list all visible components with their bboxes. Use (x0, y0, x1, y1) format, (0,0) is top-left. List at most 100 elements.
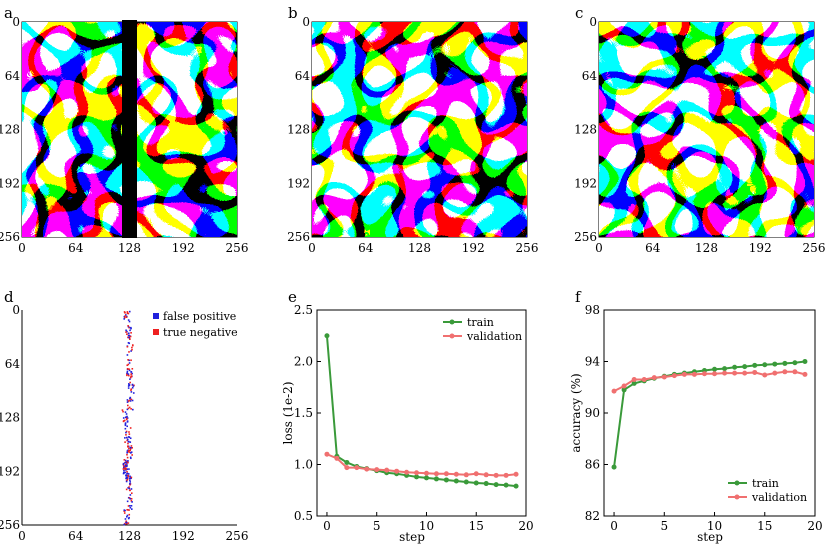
false-positive-pixel (123, 523, 125, 526)
true-negative-pixel (127, 505, 130, 507)
xtick-label-c: 192 (749, 241, 772, 255)
data-point-train (732, 364, 738, 370)
data-point-validation (661, 374, 667, 380)
ytick-label-e: 2.5 (294, 303, 313, 317)
false-positive-pixel (128, 383, 130, 385)
series-line-train (325, 335, 517, 488)
microstructure-image-c (598, 21, 815, 238)
false-positive-pixel (123, 509, 126, 511)
data-point-validation (503, 472, 509, 478)
panel-label-d: d (4, 288, 14, 306)
data-point-validation (641, 377, 647, 383)
true-negative-pixel (122, 420, 125, 423)
true-negative-pixel (123, 459, 126, 461)
data-point-train (752, 362, 758, 368)
false-positive-pixel (128, 477, 131, 480)
false-positive-pixel (129, 329, 131, 332)
legend-label-train: train (467, 316, 494, 329)
true-negative-pixel (131, 447, 134, 449)
false-positive-pixel (132, 392, 135, 394)
ytick-label-c: 256 (574, 230, 597, 244)
false-positive-pixel (125, 314, 127, 316)
false-positive-pixel (125, 477, 127, 480)
series-line-train (613, 360, 806, 468)
false-positive-pixel (128, 336, 130, 339)
true-negative-pixel (127, 374, 130, 377)
false-positive-pixel (129, 441, 132, 443)
true-negative-pixel (126, 311, 129, 313)
data-point-validation (621, 383, 627, 389)
false-positive-pixel (123, 469, 125, 472)
false-positive-pixel (124, 461, 127, 464)
true-negative-pixel (125, 430, 128, 433)
true-negative-pixel (128, 368, 130, 371)
true-negative-pixel (127, 445, 129, 448)
false-positive-pixel (125, 480, 128, 483)
false-positive-pixel (124, 422, 127, 424)
data-point-validation (701, 371, 707, 377)
data-point-validation (344, 465, 350, 471)
legend-marker-train (449, 319, 455, 325)
true-negative-pixel (130, 408, 132, 410)
true-negative-pixel (130, 375, 132, 378)
true-negative-pixel (127, 476, 129, 478)
legend-marker-validation-f (734, 494, 740, 500)
ytick-label-a: 256 (0, 230, 20, 244)
panel-label-c: c (575, 4, 583, 22)
true-negative-pixel (128, 351, 130, 353)
xtick-label-c: 128 (695, 241, 718, 255)
ytick-label-f: 98 (585, 303, 600, 317)
false-positive-pixel (129, 437, 132, 440)
data-point-train (722, 366, 728, 372)
data-point-train (463, 479, 469, 485)
error-map-d: false positive true negative (21, 310, 238, 526)
panel-label-b: b (288, 4, 298, 22)
microstructure-image-a (21, 20, 238, 238)
ytick-label-a: 192 (0, 176, 20, 190)
legend-swatch-false-positive (153, 313, 159, 319)
true-negative-pixel (128, 326, 131, 329)
true-negative-pixel (126, 439, 129, 442)
true-negative-pixel (128, 433, 131, 435)
false-positive-pixel (126, 450, 129, 452)
false-positive-pixel (126, 408, 129, 411)
panel-label-f: f (575, 288, 582, 306)
false-positive-pixel (127, 319, 130, 321)
true-negative-pixel (126, 312, 129, 315)
xtick-label-a: 192 (172, 241, 195, 255)
xtick-label-e: 15 (469, 519, 484, 533)
true-negative-pixel (127, 325, 129, 327)
data-point-train (344, 459, 350, 465)
false-positive-pixel (124, 465, 126, 468)
xtick-label-e: 20 (518, 519, 533, 533)
false-positive-pixel (128, 436, 131, 439)
false-positive-pixel (122, 417, 125, 419)
legend-marker-train-f (734, 480, 740, 486)
true-negative-pixel (126, 364, 129, 367)
false-positive-pixel (127, 440, 130, 443)
xtick-label-c: 256 (803, 241, 826, 255)
accuracy-xlabel: step (697, 530, 723, 544)
false-positive-pixel (128, 362, 131, 364)
xtick-label-d: 128 (118, 529, 141, 543)
ytick-label-d: 192 (0, 464, 20, 478)
data-point-train (433, 476, 439, 482)
false-positive-pixel (126, 468, 129, 470)
data-point-validation (394, 468, 400, 474)
true-negative-pixel (121, 409, 124, 411)
false-positive-pixel (126, 330, 128, 333)
false-positive-pixel (126, 417, 129, 419)
true-negative-pixel (122, 468, 125, 470)
false-positive-pixel (128, 369, 131, 372)
true-negative-pixel (123, 510, 125, 512)
data-point-validation (712, 371, 718, 377)
data-point-train (802, 359, 808, 364)
false-positive-pixel (130, 477, 132, 480)
true-negative-pixel (127, 359, 129, 361)
false-positive-pixel (129, 505, 131, 507)
true-negative-pixel (124, 312, 126, 314)
data-point-validation (443, 471, 449, 477)
microstructure-image-b (311, 21, 528, 238)
true-negative-pixel (127, 442, 129, 445)
